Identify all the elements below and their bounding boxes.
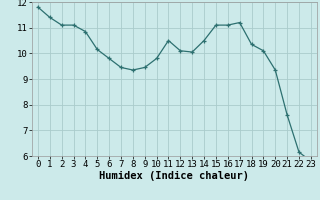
X-axis label: Humidex (Indice chaleur): Humidex (Indice chaleur) [100,171,249,181]
